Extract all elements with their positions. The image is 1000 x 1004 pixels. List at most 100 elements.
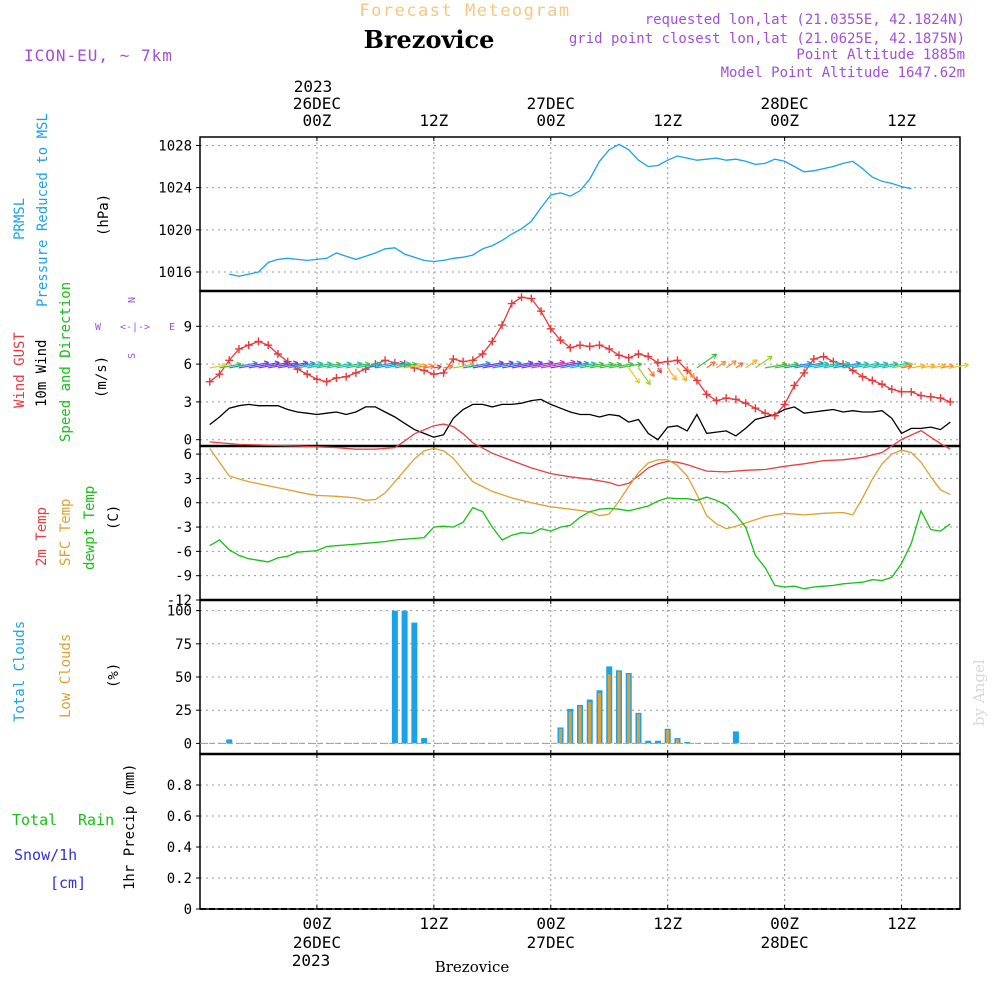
gust-marker: [264, 341, 273, 350]
pressure-ytick-label: 1028: [158, 138, 192, 154]
wind-direction-arrow: [628, 367, 640, 384]
low-cloud-bar: [568, 711, 572, 744]
compass-arrow: <-|->: [120, 322, 150, 333]
low-cloud-bar: [588, 702, 592, 744]
gust-marker: [731, 395, 740, 404]
bottom-time-label: 12Z: [653, 914, 682, 933]
wind-direction-arrow: [764, 361, 788, 369]
gust-marker: [946, 397, 955, 406]
precip-ytick-label: 0.6: [167, 809, 192, 825]
gust-marker: [712, 396, 721, 405]
clouds-ytick-label: 50: [175, 670, 192, 686]
gust-marker: [498, 321, 507, 330]
gust-marker: [546, 324, 555, 333]
compass-east: E: [169, 322, 175, 333]
gridpoint-coords: grid point closest lon,lat (21.0625E, 42…: [569, 31, 965, 47]
precip-label-total: Total: [12, 811, 57, 829]
gust-marker: [225, 356, 234, 365]
gust-marker: [537, 307, 546, 316]
gust-marker: [576, 341, 584, 350]
total-cloud-bar: [732, 731, 739, 744]
plot-area: 1016 1020 1024 1028 0 3 6 9 6 3 0 -3 -6 -9 -12 0 25 50 75 1…: [158, 94, 969, 952]
gust-marker: [459, 357, 468, 366]
gust-marker: [800, 368, 809, 377]
gust-marker: [751, 404, 760, 413]
temp-ytick-label: -12: [167, 593, 192, 609]
top-year: 2023: [294, 77, 333, 96]
top-date-label: 27DEC: [527, 94, 575, 113]
bottom-time-label: 12Z: [887, 914, 916, 933]
wind-direction-arrow: [725, 360, 737, 369]
cloud-labels: Total Clouds Low Clouds (%): [12, 621, 122, 722]
precip-label-rain: Rain: [78, 811, 114, 829]
top-time-label: 00Z: [536, 111, 565, 130]
gust-marker: [439, 368, 448, 377]
bottom-time-label: 00Z: [536, 914, 565, 933]
temp-ytick-label: -3: [175, 520, 192, 536]
low-cloud-bar: [617, 671, 621, 744]
wind-label-dir: Speed and Direction: [58, 282, 74, 442]
wind-direction-arrow: [735, 362, 744, 369]
gust-marker: [303, 370, 312, 379]
gust-marker: [507, 299, 516, 308]
gust-marker: [858, 372, 867, 381]
wind-direction-arrow: [745, 359, 758, 369]
gust-marker: [926, 392, 935, 401]
compass-south: S: [127, 353, 138, 359]
temp-unit: (C): [106, 505, 122, 530]
pressure-ytick-label: 1020: [158, 223, 192, 239]
pressure-labels: PRMSL Pressure Reduced to MSL (hPa): [12, 113, 112, 307]
pressure-ytick-label: 1024: [158, 181, 192, 197]
pressure-ytick-label: 1016: [158, 265, 192, 281]
wind-direction-arrow: [696, 353, 718, 369]
gust-marker: [722, 394, 731, 403]
precip-labels: Total Rain Snow/1h [cm] 1hr Precip (mm): [12, 764, 138, 892]
prmsl-line: [229, 143, 912, 277]
wind-direction-arrow: [453, 362, 475, 369]
pressure-label-long: Pressure Reduced to MSL: [35, 113, 51, 307]
gust-marker: [342, 372, 351, 381]
clouds-ytick-label: 25: [175, 703, 192, 719]
gust-marker: [556, 336, 565, 345]
gust-marker: [634, 350, 643, 359]
temp-ytick-label: 3: [184, 471, 192, 487]
gust-marker: [907, 387, 916, 396]
pressure-panel: 1016 1020 1024 1028: [158, 136, 961, 292]
wind-unit: (m/s): [94, 356, 110, 398]
pressure-label-prmsl: PRMSL: [12, 198, 28, 240]
bottom-date-label: 28DEC: [761, 933, 809, 952]
top-time-label: 12Z: [887, 111, 916, 130]
point-altitude: Point Altitude 1885m: [796, 47, 965, 63]
precip-ytick-label: 0.8: [167, 778, 192, 794]
wind-direction-arrow: [647, 367, 655, 378]
gust-marker: [312, 375, 321, 384]
gust-marker: [205, 377, 214, 386]
gust-marker: [644, 352, 653, 361]
bottom-time-label: 00Z: [302, 914, 331, 933]
precip-panel: 0 0.2 0.4 0.6 0.8: [167, 753, 961, 918]
watermark: by Angel: [970, 659, 988, 726]
temp-frame: [199, 445, 961, 601]
footer-location: Brezovice: [435, 958, 510, 976]
top-date-label: 26DEC: [293, 94, 341, 113]
gust-marker: [692, 376, 701, 385]
gust-marker: [468, 356, 477, 365]
gust-marker: [332, 373, 341, 382]
gust-marker: [254, 337, 263, 346]
clouds-ytick-label: 75: [175, 637, 192, 653]
wind-direction-arrow: [656, 367, 662, 374]
temp-ytick-label: -9: [175, 569, 192, 585]
wind-direction-arrow: [901, 363, 913, 370]
top-time-label: 12Z: [653, 111, 682, 130]
gust-marker: [809, 355, 818, 364]
clouds-ytick-label: 100: [167, 604, 192, 620]
gust-marker: [517, 293, 526, 302]
wind-direction-arrow: [676, 367, 688, 382]
precip-frame: [199, 753, 961, 910]
tdew-line: [209, 496, 951, 590]
gust-marker: [605, 344, 614, 353]
gust-marker: [868, 376, 877, 385]
temp-ytick-label: 6: [184, 447, 192, 463]
